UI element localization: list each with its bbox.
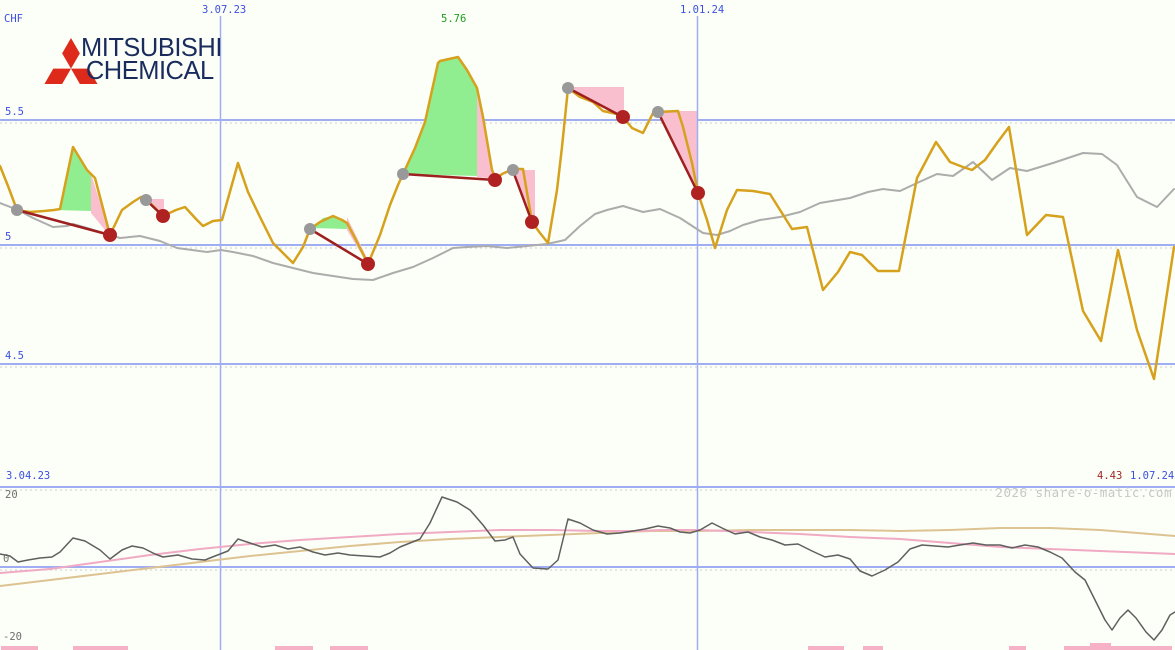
trend-segment [401,172,497,182]
mitsubishi-mark-icon [44,38,98,84]
brand-line2: CHEMICAL [85,55,214,85]
high-price-label: 5.76 [441,13,467,25]
watermark: 2026 share-o-matic.com [995,485,1172,500]
pivot-end-dot [525,215,539,229]
trend-segment [566,86,625,119]
brand-name: MITSUBISHI CHEMICAL [81,32,222,85]
signal-bar [808,646,844,650]
pivot-start-dot [304,223,316,235]
pivot-start-dot [562,82,574,94]
pivot-start-dot [140,194,152,206]
trend-segment [656,110,700,195]
signal-bar [863,646,883,650]
pivot-start-dot [397,168,409,180]
ytick-4-5: 4.5 [5,350,24,362]
pivot-end-dot [103,228,117,242]
osc-tick-zero: 0 [3,553,10,565]
signal-bar [1090,643,1111,650]
ytick-5: 5 [5,231,12,243]
osc-tick-minus20: -20 [3,631,22,643]
signal-bar [330,646,368,650]
pink-pivot-fill [477,88,496,179]
signal-bar [1064,646,1090,650]
green-pivot-fill [54,147,91,211]
trend-segment [511,169,534,224]
trend-segment [15,208,112,237]
benchmark-line [0,152,1175,281]
pivot-end-dot [361,257,375,271]
osc-tick-plus20: 20 [5,489,18,501]
signal-bar [1009,646,1026,650]
pivot-start-dot [11,204,23,216]
green-pivot-fill [403,57,477,176]
osc-main-line [0,496,1175,641]
signal-bar [1,646,38,650]
osc-tan-line [0,527,1175,587]
brand-logo: MITSUBISHI CHEMICAL [44,32,225,85]
signal-bar [275,646,313,650]
currency-label: CHF [4,13,23,25]
range-end-date: 1.07.24 [1130,470,1175,482]
signal-bar [73,646,128,650]
signal-bar [1111,646,1172,650]
pivot-end-dot [691,186,705,200]
trend-segment [308,227,370,266]
ytick-5-5: 5.5 [5,106,24,118]
pivot-start-dot [507,164,519,176]
price-line [0,55,1175,381]
pivot-end-dot [616,110,630,124]
date-gridline-label-2: 1.01.24 [680,4,725,16]
date-gridline-label-1: 3.07.23 [202,4,247,16]
last-price-label: 4.43 [1097,470,1123,482]
pivot-end-dot [488,173,502,187]
range-start-date: 3.04.23 [6,470,51,482]
pivot-end-dot [156,209,170,223]
osc-pink-line [0,529,1175,574]
brand-line1: MITSUBISHI [81,32,222,62]
pivot-start-dot [652,106,664,118]
